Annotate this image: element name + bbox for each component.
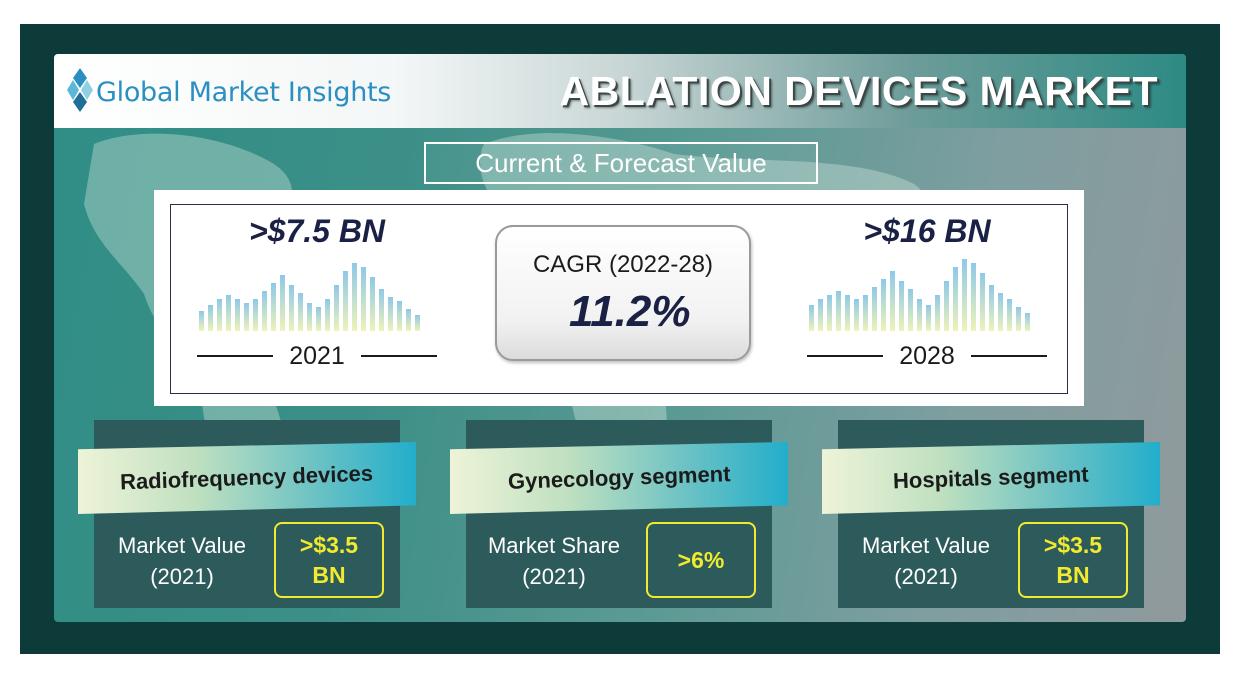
segment-metric-line: Market Share	[487, 533, 621, 558]
segment-card-hospitals: Hospitals segment Market Value (2021) >$…	[822, 420, 1160, 608]
diamond-cluster-icon	[67, 68, 93, 112]
current-value-block: >$7.5 BN	[197, 205, 437, 395]
subtitle: Current & Forecast Value	[424, 142, 818, 184]
divider-line	[971, 355, 1047, 357]
infographic-card: Global Market Insights ABLATION DEVICES …	[54, 54, 1186, 622]
segment-metric-line: Market Value	[118, 533, 246, 558]
segment-title: Radiofrequency devices	[120, 460, 374, 495]
segment-value: >$3.5	[1043, 532, 1103, 558]
segment-card-radiofrequency: Radiofrequency devices Market Value (202…	[78, 420, 416, 608]
segment-value-unit: BN	[312, 562, 346, 588]
segment-metric-line: Market Value	[862, 533, 990, 558]
current-year-row: 2021	[197, 341, 437, 371]
forecast-panel: >$7.5 BN	[154, 190, 1084, 406]
segment-metric-year: (2021)	[150, 564, 214, 589]
segment-ribbon: Hospitals segment	[822, 442, 1160, 514]
future-value-block: >$16 BN	[807, 205, 1047, 395]
bar-graphic-icon	[199, 263, 420, 331]
segment-ribbon: Gynecology segment	[450, 442, 788, 514]
segment-value: >$3.5	[299, 532, 359, 558]
segment-title: Hospitals segment	[892, 461, 1090, 494]
segment-metric-label: Market Share (2021)	[466, 530, 642, 592]
segment-value-box: >$3.5 BN	[1018, 522, 1128, 598]
current-amount: >$7.5 BN	[248, 213, 386, 249]
future-year: 2028	[899, 341, 955, 370]
segment-metric-year: (2021)	[894, 564, 958, 589]
brand-logo: Global Market Insights	[66, 64, 391, 120]
current-year: 2021	[289, 341, 345, 370]
segment-metric-label: Market Value (2021)	[838, 530, 1014, 592]
cagr-box: CAGR (2022-28) 11.2%	[495, 225, 751, 361]
segment-title: Gynecology segment	[507, 461, 731, 494]
segment-metric-year: (2021)	[522, 564, 586, 589]
segment-metric-label: Market Value (2021)	[94, 530, 270, 592]
header-band: Global Market Insights ABLATION DEVICES …	[54, 54, 1186, 128]
cagr-label: CAGR (2022-28)	[532, 251, 714, 278]
brand-name: Global Market Insights	[96, 76, 392, 108]
segment-value-unit: BN	[1056, 562, 1090, 588]
segment-ribbon: Radiofrequency devices	[78, 442, 416, 514]
segment-card-gynecology: Gynecology segment Market Share (2021) >…	[450, 420, 788, 608]
divider-line	[361, 355, 437, 357]
cagr-value: 11.2%	[569, 287, 691, 336]
bar-graphic-icon	[809, 259, 1030, 331]
segment-value-box: >6%	[646, 522, 756, 598]
page-title: ABLATION DEVICES MARKET	[559, 68, 1158, 114]
segment-value: >6%	[677, 547, 725, 573]
forecast-panel-border: >$7.5 BN	[170, 204, 1068, 394]
future-amount: >$16 BN	[863, 213, 991, 249]
divider-line	[197, 355, 273, 357]
future-year-row: 2028	[807, 341, 1047, 371]
divider-line	[807, 355, 883, 357]
segment-value-box: >$3.5 BN	[274, 522, 384, 598]
